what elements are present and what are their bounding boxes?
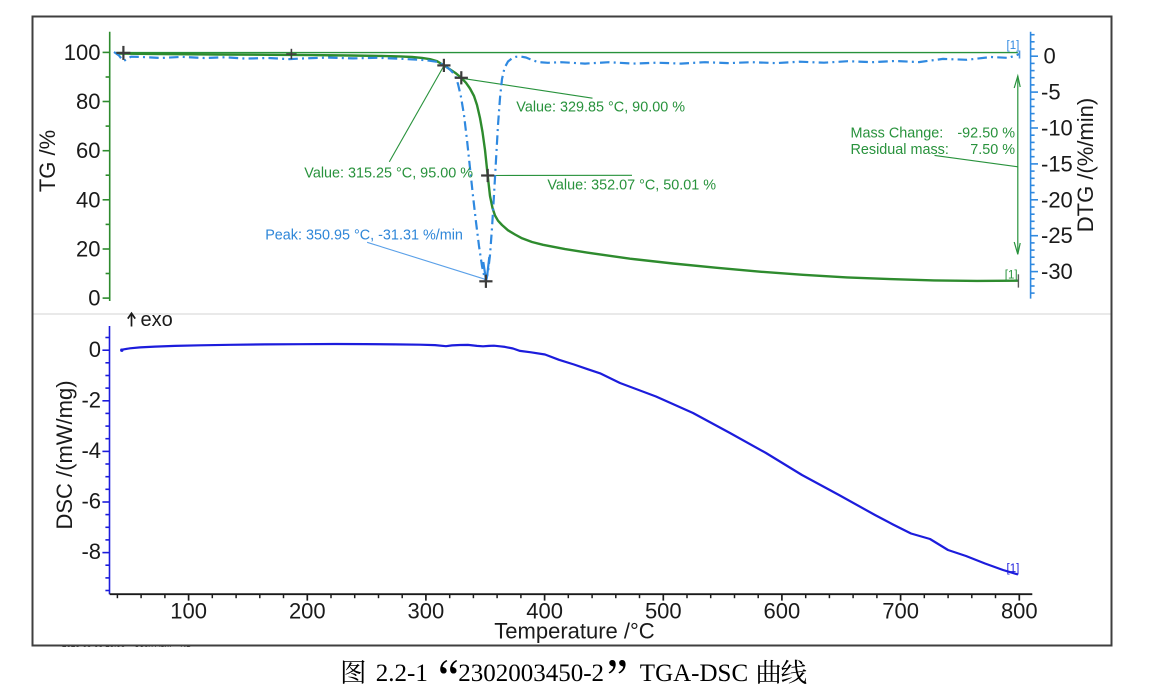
svg-text:DSC /(mW/mg): DSC /(mW/mg) [52, 380, 77, 529]
svg-text:[1]: [1] [1007, 40, 1020, 52]
svg-text:-2: -2 [81, 387, 101, 412]
svg-text:200: 200 [289, 598, 326, 623]
svg-text:exo: exo [141, 309, 173, 331]
svg-text:Temperature /°C: Temperature /°C [494, 619, 655, 644]
svg-text:Value: 329.85 °C, 90.00 %: Value: 329.85 °C, 90.00 % [516, 99, 685, 115]
svg-text:-30: -30 [1041, 259, 1073, 284]
svg-text:0: 0 [88, 286, 100, 311]
svg-text:Value: 315.25 °C, 95.00 %: Value: 315.25 °C, 95.00 % [304, 165, 473, 181]
svg-text:2302003450-2: 2302003450-2 [458, 660, 604, 686]
svg-text:-5: -5 [1041, 80, 1061, 105]
svg-text:800: 800 [1001, 598, 1038, 623]
svg-text:-4: -4 [81, 438, 101, 463]
svg-text:[1]: [1] [1007, 563, 1020, 575]
svg-text:-92.50 %: -92.50 % [957, 125, 1015, 141]
svg-text:-6: -6 [81, 489, 101, 514]
svg-text:DTG /(%/min): DTG /(%/min) [1073, 98, 1098, 232]
svg-text:TGA-DSC: TGA-DSC [640, 660, 748, 686]
svg-text:Mass Change:: Mass Change: [851, 125, 944, 141]
svg-text:-10: -10 [1041, 116, 1073, 141]
svg-text:700: 700 [882, 598, 919, 623]
svg-text:-25: -25 [1041, 223, 1073, 248]
svg-text:600: 600 [764, 598, 801, 623]
svg-text:60: 60 [76, 138, 100, 163]
svg-text:100: 100 [64, 40, 101, 65]
svg-text:-8: -8 [81, 539, 101, 564]
svg-text:2.2-1: 2.2-1 [376, 660, 428, 686]
svg-text:Peak: 350.95 °C, -31.31 %/min: Peak: 350.95 °C, -31.31 %/min [265, 228, 463, 244]
svg-text:40: 40 [76, 187, 100, 212]
svg-text:Value: 352.07 °C, 50.01 %: Value: 352.07 °C, 50.01 % [547, 177, 716, 193]
svg-text:0: 0 [1044, 44, 1056, 69]
svg-text:80: 80 [76, 89, 100, 114]
svg-text:100: 100 [170, 598, 207, 623]
svg-text:-20: -20 [1041, 187, 1073, 212]
svg-text:300: 300 [408, 598, 445, 623]
svg-text:TG /%: TG /% [35, 130, 60, 192]
svg-text:7.50 %: 7.50 % [970, 142, 1015, 158]
svg-text:20: 20 [76, 237, 100, 262]
svg-text:Residual mass:: Residual mass: [851, 142, 949, 158]
svg-text:[1]: [1] [1005, 269, 1018, 281]
svg-text:-15: -15 [1041, 151, 1073, 176]
svg-text:0: 0 [89, 337, 101, 362]
